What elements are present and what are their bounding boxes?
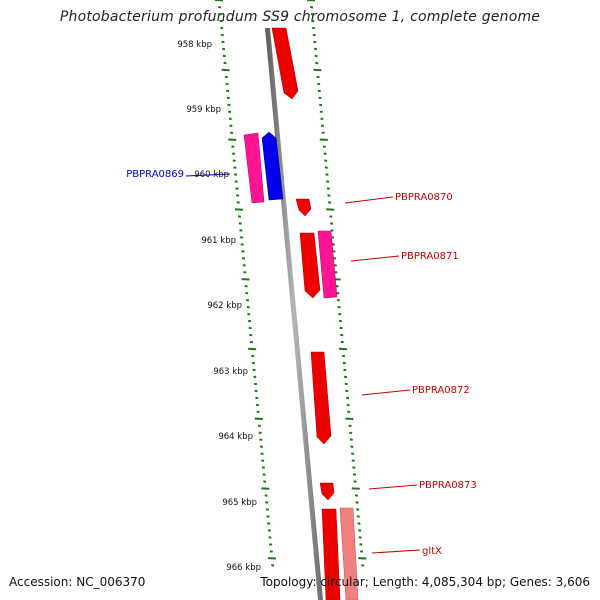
- gene-PBPRA0873[interactable]: [319, 482, 335, 501]
- tick-label: 959 kbp: [186, 105, 221, 115]
- tick-label: 962 kbp: [207, 301, 242, 311]
- gene-PBPRA0869-magenta[interactable]: [243, 132, 265, 204]
- tick-label: 958 kbp: [177, 40, 212, 50]
- gene-features[interactable]: [243, 27, 359, 600]
- tick-label: 964 kbp: [218, 432, 253, 442]
- chromosome-backbone: [265, 28, 323, 600]
- gene-PBPRA0872[interactable]: [310, 351, 332, 445]
- tick-label: 960 kbp: [194, 170, 229, 180]
- gene-label-PBPRA0872[interactable]: PBPRA0872: [412, 385, 470, 396]
- genome-title: Photobacterium profundum SS9 chromosome …: [59, 9, 541, 25]
- gene-label-PBPRA0870[interactable]: PBPRA0870: [395, 192, 453, 203]
- accession-text: Accession: NC_006370: [9, 575, 146, 589]
- tick-label: 963 kbp: [213, 367, 248, 377]
- gene-PBPRA0871-magenta[interactable]: [317, 230, 338, 299]
- gene-label-PBPRA0869[interactable]: PBPRA0869: [126, 169, 184, 180]
- tick-label: 966 kbp: [226, 563, 261, 573]
- gene-label-PBPRA0871[interactable]: PBPRA0871: [401, 251, 459, 262]
- tick-label: 965 kbp: [222, 498, 257, 508]
- ruler-track-left: [214, 0, 277, 567]
- topology-text: Topology: circular; Length: 4,085,304 bp…: [260, 575, 590, 589]
- gene-gltX-pale[interactable]: [339, 507, 359, 600]
- gene-labels[interactable]: PBPRA0869 PBPRA0870 PBPRA0871 PBPRA0872 …: [126, 169, 477, 557]
- gene-gltX-red[interactable]: [321, 508, 341, 600]
- tick-labels: 958 kbp 959 kbp 960 kbp 961 kbp 962 kbp …: [177, 40, 261, 573]
- gene-label-PBPRA0873[interactable]: PBPRA0873: [419, 480, 477, 491]
- gene-PBPRA0871-red[interactable]: [299, 232, 321, 299]
- label-leaders: [185, 173, 421, 554]
- gene-PBPRA0869-blue[interactable]: [261, 131, 284, 201]
- tick-label: 961 kbp: [201, 236, 236, 246]
- gene-label-gltX[interactable]: gltX: [422, 546, 442, 557]
- gene-top-red[interactable]: [271, 27, 299, 100]
- gene-PBPRA0870[interactable]: [295, 198, 312, 217]
